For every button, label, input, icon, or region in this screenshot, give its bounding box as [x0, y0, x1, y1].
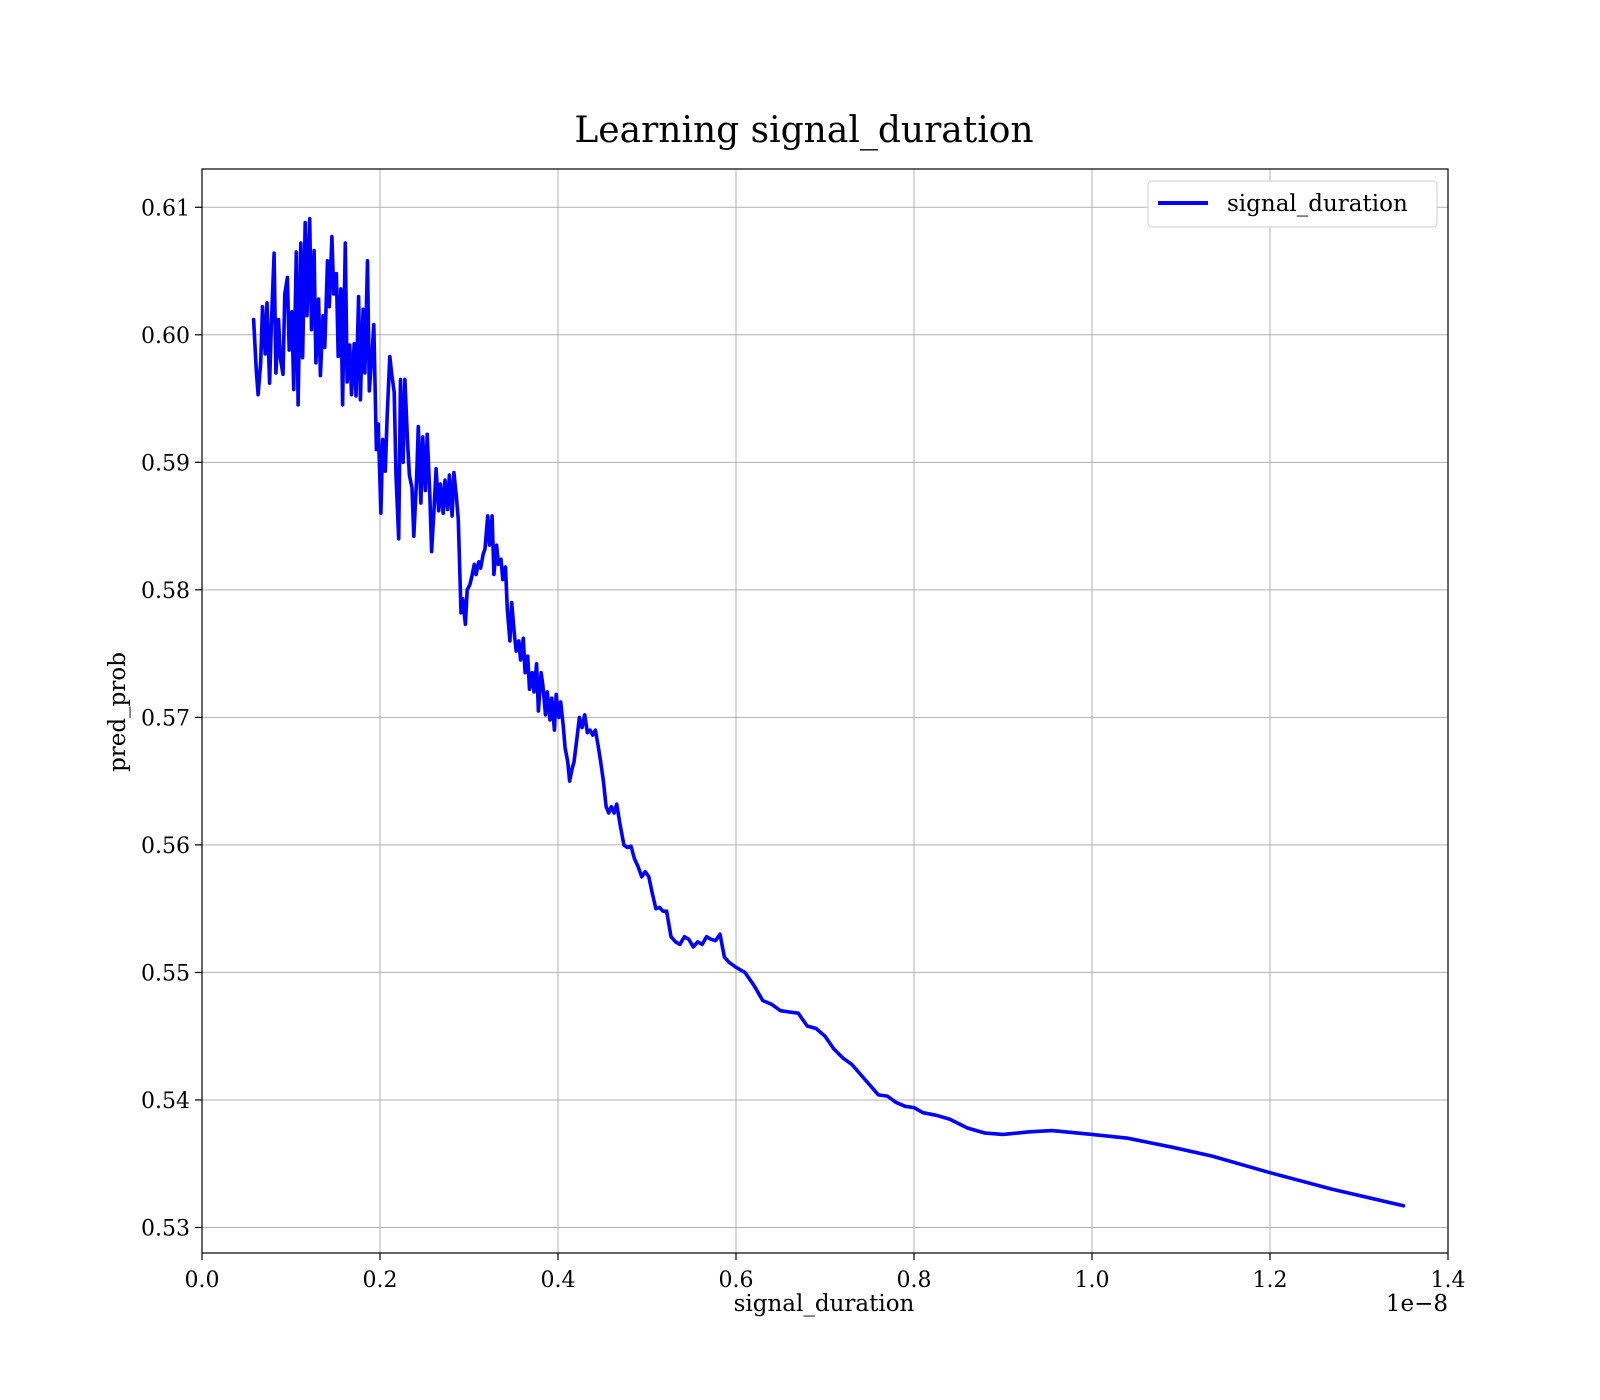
y-tick-label: 0.60	[141, 324, 190, 349]
legend-frame	[1147, 180, 1438, 228]
y-tick-label: 0.53	[141, 1216, 190, 1241]
x-tick-label: 0.8	[897, 1268, 932, 1293]
x-tick-label: 1.0	[1075, 1268, 1110, 1293]
plot-area-frame	[201, 168, 1449, 1254]
series-layer	[251, 216, 1406, 1208]
y-tick-label: 0.59	[141, 451, 190, 476]
y-tick-label: 0.57	[141, 706, 190, 731]
y-axis-label: pred_prob	[105, 652, 131, 772]
chart-title: Learning signal_duration	[574, 110, 1033, 151]
x-axis-ticks: 0.0 0.2 0.4 0.6 0.8 1.0 1.2 1.4	[185, 1253, 1466, 1293]
legend-label: signal_duration	[1227, 191, 1408, 217]
x-tick-label: 0.0	[185, 1268, 220, 1293]
y-tick-label: 0.54	[141, 1089, 190, 1114]
series-line-signal-duration	[251, 216, 1406, 1208]
y-tick-label: 0.55	[141, 961, 190, 986]
x-axis-offset-text: 1e−8	[1386, 1291, 1448, 1317]
x-axis-label: signal_duration	[734, 1291, 915, 1317]
x-tick-label: 0.4	[541, 1268, 576, 1293]
y-tick-label: 0.61	[141, 196, 190, 221]
y-tick-label: 0.58	[141, 579, 190, 604]
y-axis-ticks: 0.53 0.54 0.55 0.56 0.57 0.58 0.59 0.60 0.61	[141, 196, 202, 1241]
y-tick-label: 0.56	[141, 834, 190, 859]
x-tick-label: 0.2	[363, 1268, 398, 1293]
x-tick-label: 0.6	[719, 1268, 754, 1293]
x-tick-label: 1.2	[1253, 1268, 1288, 1293]
legend: signal_duration	[1147, 180, 1438, 228]
x-tick-label: 1.4	[1431, 1268, 1466, 1293]
